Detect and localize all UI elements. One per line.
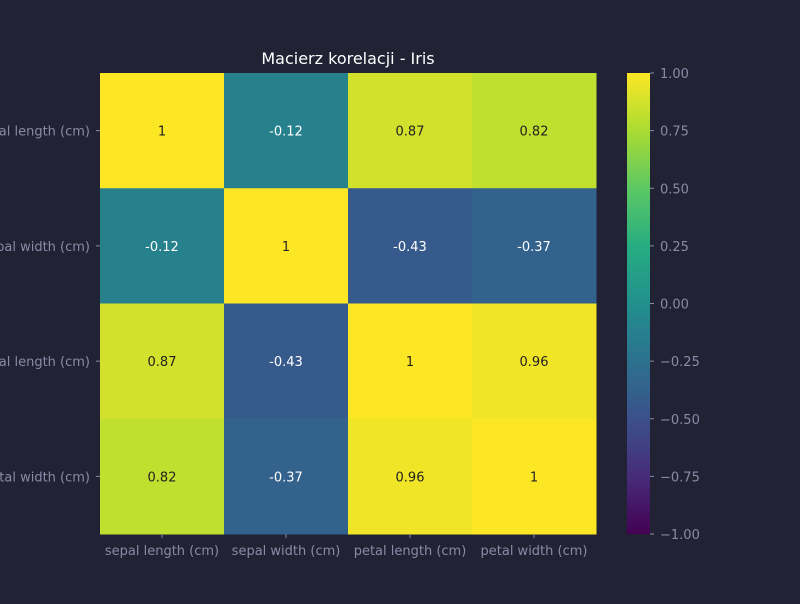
heatmap-cell: [472, 303, 597, 420]
colorbar-tick-label: 0.00: [660, 298, 689, 313]
y-tick-label: sepal length (cm): [0, 125, 90, 140]
cell-value-label: -0.37: [269, 470, 303, 485]
heatmap-cell: [224, 188, 349, 304]
x-tick-label: petal length (cm): [354, 544, 467, 559]
heatmap-cell-labels: 1 -0.12 0.87 0.82 -0.12 1 -0.43 -0.37 0.87 -0.43 1…: [145, 125, 551, 486]
cell-value-label: 1: [406, 355, 414, 370]
cell-value-label: 0.96: [396, 470, 425, 485]
colorbar-tick-label: 0.75: [660, 125, 689, 140]
colorbar-tick-label: 0.50: [660, 182, 689, 197]
heatmap-cell: [472, 73, 597, 189]
cell-value-label: 0.82: [148, 470, 177, 485]
cell-value-label: -0.12: [145, 240, 179, 255]
chart-title: Macierz korelacji - Iris: [261, 49, 434, 68]
colorbar-ticks: 1.00 0.75 0.50 0.25 0.00 −0.25 −0.50 −0.75 −1.00: [650, 67, 700, 543]
cell-value-label: 0.82: [520, 125, 549, 140]
heatmap-cell: [100, 303, 225, 420]
y-axis-ticks: sepal length (cm) sepal width (cm) petal l…: [0, 125, 100, 485]
heatmap-cell: [224, 418, 349, 535]
heatmap-cell: [100, 188, 225, 304]
colorbar: [627, 73, 650, 534]
heatmap-cell: [100, 418, 225, 535]
y-tick-label: sepal width (cm): [0, 240, 90, 255]
heatmap-cell: [348, 73, 473, 189]
colorbar-tick-label: 1.00: [660, 67, 689, 82]
cell-value-label: 1: [158, 125, 166, 140]
heatmap-cell: [224, 303, 349, 420]
colorbar-tick-label: −0.75: [660, 470, 700, 485]
y-tick-label: petal length (cm): [0, 355, 90, 370]
x-axis-ticks: sepal length (cm) sepal width (cm) petal l…: [105, 534, 588, 559]
colorbar-tick-label: −1.00: [660, 528, 700, 543]
heatmap-cell: [348, 418, 473, 535]
colorbar-tick-label: −0.50: [660, 413, 700, 428]
heatmap-cell: [348, 303, 473, 420]
colorbar-tick-label: −0.25: [660, 355, 700, 370]
cell-value-label: 0.87: [396, 125, 425, 140]
heatmap-cell: [224, 73, 349, 189]
cell-value-label: 0.87: [148, 355, 177, 370]
x-tick-label: sepal width (cm): [232, 544, 341, 559]
colorbar-tick-label: 0.25: [660, 240, 689, 255]
cell-value-label: 1: [282, 240, 290, 255]
heatmap-cell: [472, 418, 597, 535]
cell-value-label: 0.96: [520, 355, 549, 370]
x-tick-label: petal width (cm): [481, 544, 588, 559]
cell-value-label: -0.43: [393, 240, 427, 255]
heatmap-cell: [472, 188, 597, 304]
y-tick-label: petal width (cm): [0, 470, 90, 485]
heatmap-cell: [348, 188, 473, 304]
heatmap-cells: [100, 73, 597, 535]
cell-value-label: 1: [530, 470, 538, 485]
cell-value-label: -0.37: [517, 240, 551, 255]
x-tick-label: sepal length (cm): [105, 544, 219, 559]
heatmap-cell: [100, 73, 225, 189]
cell-value-label: -0.12: [269, 125, 303, 140]
cell-value-label: -0.43: [269, 355, 303, 370]
